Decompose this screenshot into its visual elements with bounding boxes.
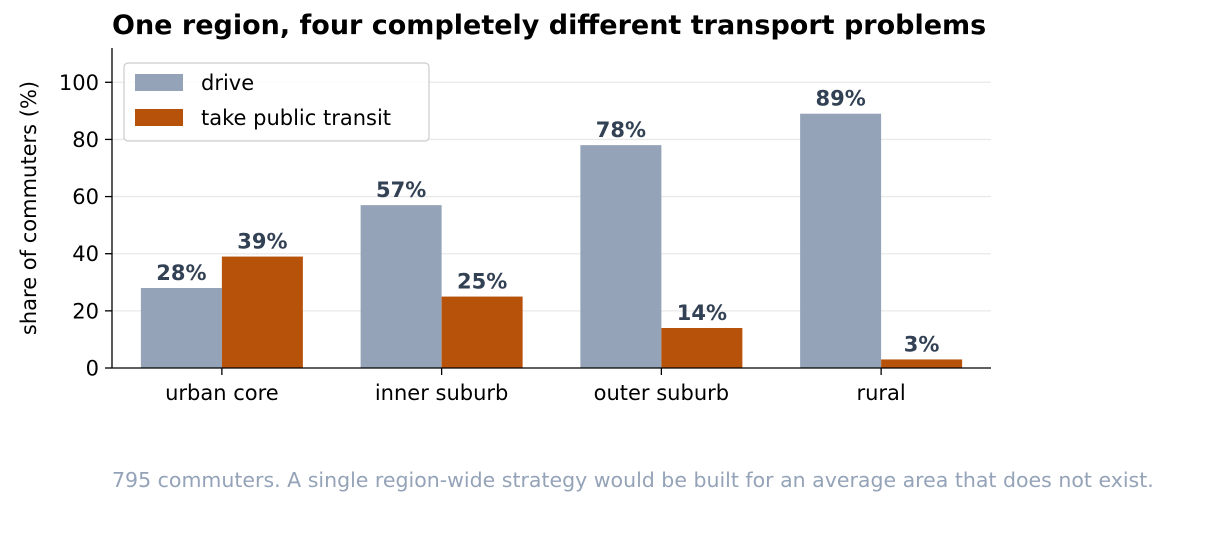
y-tick-label: 100 bbox=[59, 71, 99, 95]
bar-transit bbox=[441, 296, 523, 368]
data-label: 25% bbox=[457, 270, 507, 294]
legend-frame bbox=[123, 62, 430, 142]
legend-swatch bbox=[135, 109, 183, 126]
bar-drive bbox=[140, 288, 222, 368]
data-label: 78% bbox=[596, 118, 646, 142]
legend-entry: take public transit bbox=[201, 106, 391, 130]
bar-transit bbox=[221, 256, 303, 368]
y-tick-label: 40 bbox=[72, 242, 99, 266]
chart-caption: 795 commuters. A single region-wide stra… bbox=[112, 468, 1154, 492]
data-label: 3% bbox=[904, 332, 940, 356]
bars bbox=[140, 113, 963, 368]
data-labels: 28% 39% 57% 25% 78% 14% 89% 3% bbox=[156, 87, 939, 357]
bar-transit bbox=[661, 328, 743, 368]
bar-drive bbox=[800, 113, 882, 368]
y-tick-label: 80 bbox=[72, 128, 99, 152]
x-tick-label: rural bbox=[856, 381, 905, 405]
y-tick-label: 60 bbox=[72, 185, 99, 209]
legend-swatch bbox=[135, 74, 183, 91]
data-label: 14% bbox=[677, 301, 727, 325]
legend-entry: drive bbox=[201, 71, 254, 95]
x-tick-label: outer suburb bbox=[594, 381, 729, 405]
x-tick-label: urban core bbox=[165, 381, 279, 405]
y-tick-label: 0 bbox=[86, 357, 99, 381]
data-label: 28% bbox=[156, 261, 206, 285]
axes: 0 20 40 60 80 100 urban core inner suburb outer … bbox=[17, 48, 991, 405]
bar-drive bbox=[580, 145, 662, 368]
data-label: 57% bbox=[376, 178, 426, 202]
bar-drive bbox=[360, 205, 442, 368]
data-label: 89% bbox=[815, 87, 865, 111]
x-tick-label: inner suburb bbox=[375, 381, 509, 405]
y-axis-label: share of commuters (%) bbox=[17, 81, 41, 335]
legend: drive take public transit bbox=[123, 62, 430, 142]
chart-title: One region, four completely different tr… bbox=[112, 10, 987, 41]
data-label: 39% bbox=[237, 230, 287, 254]
y-tick-label: 20 bbox=[72, 299, 99, 323]
bar-transit bbox=[881, 359, 963, 368]
